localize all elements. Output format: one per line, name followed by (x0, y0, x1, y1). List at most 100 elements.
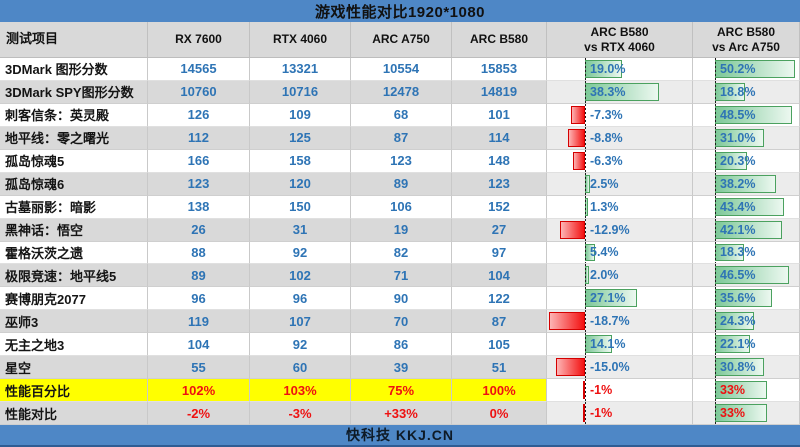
row-label: 3DMark SPY图形分数 (0, 80, 148, 104)
value-cell: 123 (452, 172, 547, 196)
vs-bar-cell: 5.4% (547, 241, 693, 265)
value-cell: 150 (250, 195, 351, 219)
table-row: 3DMark SPY图形分数 10760 10716 12478 14819 38.3% 1… (0, 80, 800, 104)
vs-bar-cell: 42.1% (693, 218, 800, 242)
vs-percentage: 20.3% (720, 153, 756, 168)
value-cell: 166 (148, 149, 250, 173)
value-cell: 27 (452, 218, 547, 242)
row-label: 孤岛惊魂6 (0, 172, 148, 196)
value-cell: 14565 (148, 58, 250, 81)
vs-percentage: 18.8% (720, 84, 756, 99)
vs-percentage: 24.3% (720, 314, 756, 329)
vs-bar-cell: 38.2% (693, 172, 800, 196)
value-cell: 126 (148, 103, 250, 127)
vs-percentage: -7.3% (590, 107, 623, 122)
vs-percentage: 1.3% (590, 199, 619, 214)
value-cell: 119 (148, 310, 250, 334)
value-cell: 75% (351, 379, 452, 403)
value-cell: 92 (250, 241, 351, 265)
table-row: 性能对比 -2% -3% +33% 0% -1% 33% (0, 402, 800, 425)
value-cell: 68 (351, 103, 452, 127)
negative-data-bar (556, 358, 585, 377)
zero-axis-line (715, 80, 716, 103)
value-cell: 102 (250, 264, 351, 288)
vs-bar-cell: 2.0% (547, 264, 693, 288)
vs-bar-cell: 33% (693, 402, 800, 425)
value-cell: 15853 (452, 58, 547, 81)
vs-percentage: 19.0% (590, 61, 626, 76)
value-cell: 60 (250, 356, 351, 380)
table-row: 霍格沃茨之遗 88 92 82 97 5.4% 18.3% (0, 241, 800, 265)
vs-percentage: 46.5% (720, 268, 756, 283)
value-cell: -2% (148, 402, 250, 425)
row-label: 黑神话：悟空 (0, 218, 148, 242)
value-cell: 55 (148, 356, 250, 380)
value-cell: 102% (148, 379, 250, 403)
vs-bar-cell: 1.3% (547, 195, 693, 219)
vs-percentage: 38.3% (590, 84, 626, 99)
vs-percentage: -6.3% (590, 153, 623, 168)
row-label: 巫师3 (0, 310, 148, 334)
value-cell: 97 (452, 241, 547, 265)
zero-axis-line (715, 333, 716, 356)
column-header-vs: ARC B580 vs Arc A750 (693, 22, 800, 58)
value-cell: 107 (250, 310, 351, 334)
value-cell: 106 (351, 195, 452, 219)
header-row: 测试项目 RX 7600 RTX 4060 ARC A750 ARC B580 ARC … (0, 22, 800, 58)
row-label: 星空 (0, 356, 148, 380)
value-cell: 13321 (250, 58, 351, 81)
vs-bar-cell: 50.2% (693, 58, 800, 81)
vs-bar-cell: -7.3% (547, 103, 693, 127)
zero-axis-line (715, 218, 716, 241)
vs-percentage: 42.1% (720, 222, 756, 237)
zero-axis-line (585, 126, 586, 149)
value-cell: 14819 (452, 80, 547, 104)
zero-axis-line (715, 195, 716, 218)
value-cell: 114 (452, 126, 547, 150)
vs-percentage: 2.5% (590, 176, 619, 191)
vs-percentage: 35.6% (720, 291, 756, 306)
vs-percentage: -18.7% (590, 314, 630, 329)
zero-axis-line (585, 356, 586, 379)
vs-bar-cell: 31.0% (693, 126, 800, 150)
value-cell: 103% (250, 379, 351, 403)
row-label: 霍格沃茨之遗 (0, 241, 148, 265)
value-cell: 70 (351, 310, 452, 334)
table-row: 极限竞速：地平线5 89 102 71 104 2.0% 46.5% (0, 264, 800, 288)
value-cell: 104 (452, 264, 547, 288)
column-header-gpu: ARC B580 (452, 22, 547, 58)
value-cell: 86 (351, 333, 452, 357)
vs-header-line2: vs RTX 4060 (584, 39, 655, 54)
value-cell: 12478 (351, 80, 452, 104)
vs-percentage: 43.4% (720, 199, 756, 214)
value-cell: 112 (148, 126, 250, 150)
zero-axis-line (715, 126, 716, 149)
column-header-gpu: ARC A750 (351, 22, 452, 58)
row-label: 无主之地3 (0, 333, 148, 357)
table-row: 星空 55 60 39 51 -15.0% 30.8% (0, 356, 800, 380)
vs-percentage: 27.1% (590, 291, 626, 306)
negative-data-bar (548, 312, 585, 331)
value-cell: 90 (351, 287, 452, 311)
value-cell: 39 (351, 356, 452, 380)
footer-watermark: 快科技 KKJ.CN (0, 425, 800, 447)
value-cell: 51 (452, 356, 547, 380)
value-cell: +33% (351, 402, 452, 425)
vs-percentage: 22.1% (720, 337, 756, 352)
row-label: 3DMark 图形分数 (0, 58, 148, 81)
zero-axis-line (715, 402, 716, 424)
value-cell: 138 (148, 195, 250, 219)
zero-axis-line (585, 218, 586, 241)
vs-percentage: -8.8% (590, 130, 623, 145)
value-cell: 109 (250, 103, 351, 127)
vs-bar-cell: -12.9% (547, 218, 693, 242)
table-row: 古墓丽影：暗影 138 150 106 152 1.3% 43.4% (0, 195, 800, 219)
vs-bar-cell: 30.8% (693, 356, 800, 380)
table-row: 性能百分比 102% 103% 75% 100% -1% 33% (0, 379, 800, 403)
header-test-item: 测试项目 (0, 22, 148, 58)
value-cell: 152 (452, 195, 547, 219)
value-cell: 104 (148, 333, 250, 357)
table-body: 3DMark 图形分数 14565 13321 10554 15853 19.0% 50.2… (0, 58, 800, 425)
zero-axis-line (715, 172, 716, 195)
row-label: 赛博朋克2077 (0, 287, 148, 311)
